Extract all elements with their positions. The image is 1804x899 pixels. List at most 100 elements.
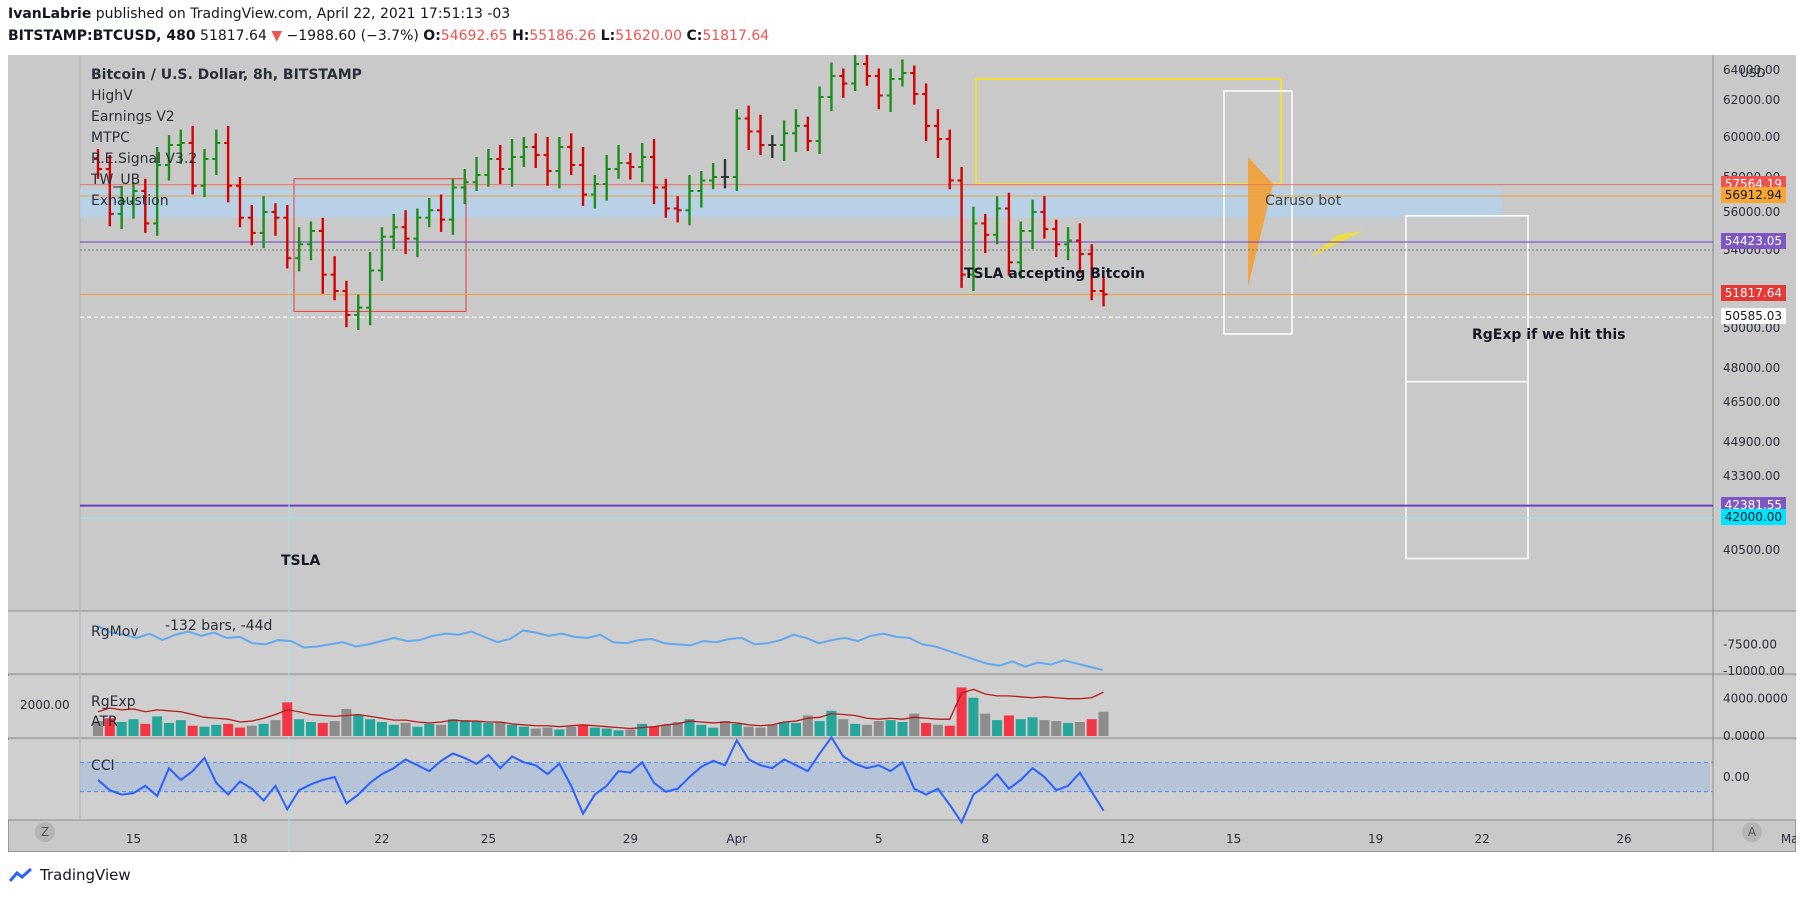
atr-volume-bar — [518, 726, 529, 736]
annotation-caruso-bot[interactable]: Caruso bot — [1265, 193, 1342, 209]
price-axis-label: 50585.03 — [1720, 308, 1786, 325]
high-value: 55186.26 — [529, 28, 597, 44]
y-tick-label: 44900.00 — [1723, 435, 1780, 449]
published-info: published on TradingView.com, April 22, … — [95, 6, 511, 22]
atr-volume-bar — [850, 723, 861, 736]
x-tick-label: 25 — [481, 832, 496, 846]
atr-volume-bar — [294, 719, 305, 736]
indicator-legend-item[interactable]: R.E.Signal V3.2 — [91, 151, 198, 167]
atr-volume-bar — [1015, 719, 1026, 736]
y-tick-label: 50000.00 — [1723, 321, 1780, 335]
atr-volume-bar — [873, 721, 884, 736]
atr-volume-bar — [1039, 720, 1050, 736]
atr-volume-bar — [554, 729, 565, 736]
atr-volume-bar — [684, 719, 695, 736]
atr-volume-bar — [223, 723, 234, 736]
x-tick-label: 22 — [1474, 832, 1489, 846]
atr-volume-bar — [921, 722, 932, 736]
legend-title[interactable]: Bitcoin / U.S. Dollar, 8h, BITSTAMP — [91, 67, 362, 83]
legend-title-text: Bitcoin / U.S. Dollar, 8h, BITSTAMP — [91, 67, 362, 83]
price-axis-label: 42000.00 — [1720, 509, 1786, 525]
atr-volume-bar — [909, 713, 920, 736]
symbol[interactable]: BITSTAMP:BTCUSD, 480 — [8, 28, 196, 44]
x-tick-label: 12 — [1120, 832, 1135, 846]
indicator-legend-item[interactable]: Exhaustion — [91, 193, 169, 209]
auto-scale-button[interactable]: A — [1742, 822, 1762, 842]
atr-volume-bar — [637, 723, 648, 736]
rgexp-tick: 4000.0000 — [1723, 692, 1788, 706]
zoom-reset-button[interactable]: Z — [35, 822, 55, 842]
low-value: 51620.00 — [615, 28, 682, 44]
atr-volume-bar — [814, 721, 825, 736]
atr-volume-bar — [719, 721, 730, 736]
y-tick-label: 40500.00 — [1723, 543, 1780, 557]
atr-volume-bar — [613, 730, 624, 736]
atr-volume-bar — [211, 724, 222, 736]
currency-label[interactable]: USD — [1740, 66, 1766, 80]
rgmov-pane-bg — [8, 611, 1796, 674]
atr-volume-bar — [282, 702, 293, 736]
cci-tick: 0.00 — [1723, 770, 1750, 784]
atr-volume-bar — [743, 726, 754, 736]
atr-volume-bar — [471, 721, 482, 736]
atr-volume-bar — [625, 729, 636, 736]
atr-volume-bar — [459, 720, 470, 736]
atr-volume-bar — [128, 719, 139, 736]
atr-volume-bar — [992, 720, 1003, 736]
atr-volume-bar — [1063, 722, 1074, 736]
annotation-tsla[interactable]: TSLA — [281, 553, 321, 569]
atr-volume-bar — [1074, 722, 1085, 736]
atr-volume-bar — [1051, 721, 1062, 736]
y-tick-label: 46500.00 — [1723, 395, 1780, 409]
atr-label[interactable]: ATR — [91, 714, 118, 730]
atr-volume-bar — [270, 720, 281, 736]
atr-volume-bar — [897, 722, 908, 736]
publish-line: IvanLabrie published on TradingView.com,… — [8, 6, 510, 22]
rgmov-line — [97, 625, 1103, 671]
rgmov-tick: -7500.00 — [1723, 637, 1777, 651]
chart-canvas[interactable]: 64000.0062000.0060000.0058000.0056000.00… — [8, 55, 1796, 852]
rgmov-label[interactable]: RgMov — [91, 624, 139, 640]
open-label: O: — [423, 28, 441, 44]
atr-volume-bar — [388, 724, 399, 736]
atr-volume-bar — [578, 724, 589, 736]
atr-volume-bar — [140, 723, 151, 736]
indicator-legend-item[interactable]: TW_UB — [91, 172, 141, 188]
y-tick-label: 48000.00 — [1723, 361, 1780, 375]
atr-volume-bar — [672, 722, 683, 736]
atr-volume-bar — [400, 722, 411, 736]
indicator-legend-item[interactable]: Earnings V2 — [91, 109, 175, 125]
atr-volume-bar — [566, 726, 577, 736]
atr-volume-bar — [305, 722, 316, 736]
atr-volume-bar — [589, 727, 600, 736]
atr-volume-bar — [838, 719, 849, 736]
atr-volume-bar — [1027, 717, 1038, 736]
indicator-legend-item[interactable]: MTPC — [91, 130, 130, 146]
cci-label[interactable]: CCI — [91, 758, 115, 774]
atr-volume-bar — [341, 708, 352, 736]
x-tick-label: 26 — [1616, 832, 1631, 846]
footer-brand[interactable]: TradingView — [8, 866, 131, 884]
annotation-tsla-accepting[interactable]: TSLA accepting Bitcoin — [964, 266, 1146, 282]
author-name[interactable]: IvanLabrie — [8, 6, 92, 22]
indicator-legend-item[interactable]: HighV — [91, 88, 133, 104]
yellow-range-box — [975, 78, 1282, 185]
x-tick-label: 8 — [981, 832, 989, 846]
red-range-box — [293, 178, 467, 312]
atr-volume-bar — [802, 715, 813, 736]
atr-volume-bar — [956, 687, 967, 736]
atr-volume-bar — [660, 724, 671, 736]
rgexp-left-tick: 2000.00 — [20, 698, 70, 712]
atr-volume-bar — [968, 697, 979, 736]
atr-volume-bar — [755, 727, 766, 736]
atr-volume-bar — [932, 724, 943, 736]
atr-volume-bar — [93, 721, 103, 736]
atr-line — [97, 688, 1104, 730]
atr-volume-bar — [530, 728, 541, 736]
atr-volume-bar — [944, 725, 955, 736]
y-tick-label: 43300.00 — [1723, 469, 1780, 483]
price-axis-label: 54423.05 — [1720, 232, 1786, 249]
annotation-rgexp-hit[interactable]: RgExp if we hit this — [1472, 327, 1626, 343]
x-tick-label: 29 — [623, 832, 638, 846]
rgexp-label[interactable]: RgExp — [91, 694, 136, 710]
